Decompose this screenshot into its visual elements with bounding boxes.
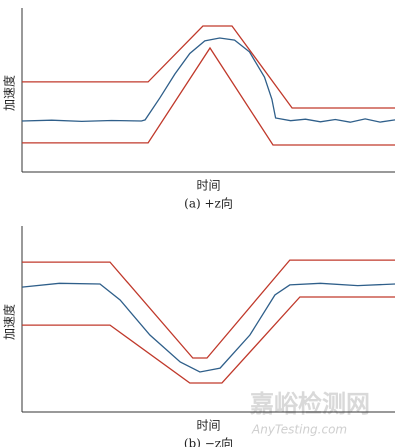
series-line xyxy=(22,46,395,146)
x-axis-label: 时间 xyxy=(196,179,220,193)
caption: (a) +z向 xyxy=(184,196,233,211)
y-axis-label: 加速度 xyxy=(2,304,17,340)
series-line xyxy=(22,296,395,384)
series-line xyxy=(22,25,395,109)
series-line xyxy=(21,282,396,373)
series-line xyxy=(21,37,396,123)
watermark-title: 嘉峪检测网 xyxy=(250,390,370,418)
caption: (b) −z向 xyxy=(184,436,233,447)
y-axis-label: 加速度 xyxy=(2,75,17,111)
watermark-url: AnyTesting.com xyxy=(251,423,347,437)
x-axis-label: 时间 xyxy=(196,419,220,433)
series-line xyxy=(22,259,395,359)
